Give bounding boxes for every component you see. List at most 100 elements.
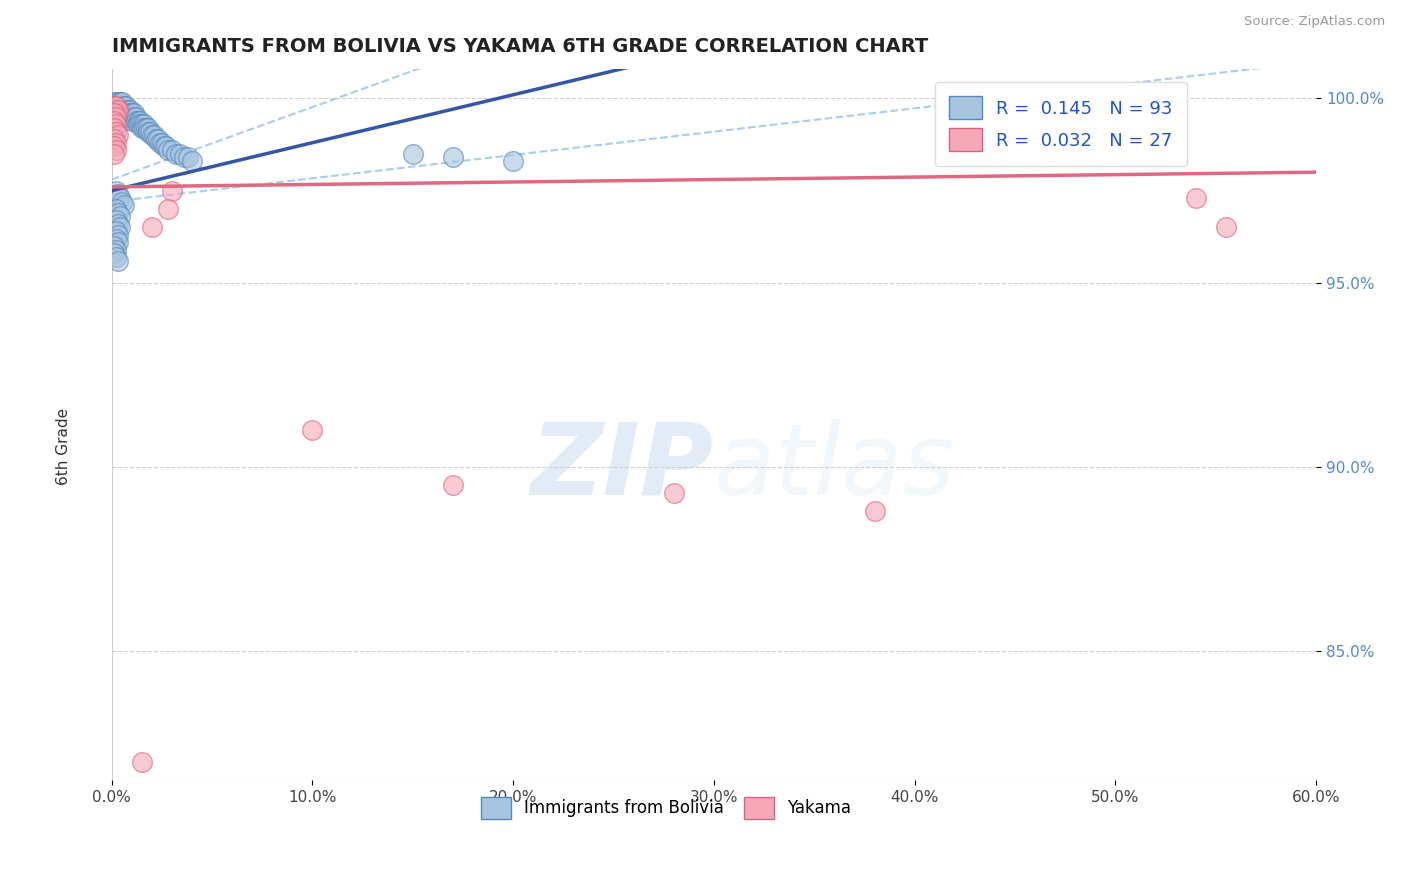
Point (103, 246, 125, 260)
Point (441, 150, 464, 164)
Point (104, 231, 127, 245)
Point (136, 125, 159, 139)
Text: ZIP: ZIP (531, 419, 714, 516)
Text: 6th Grade: 6th Grade (56, 408, 70, 484)
Point (104, 99, 127, 113)
Point (103, 106, 125, 120)
Point (103, 103, 125, 117)
Point (165, 146, 187, 161)
Point (103, 99, 125, 113)
Point (662, 485, 685, 500)
Point (117, 110, 139, 124)
Point (128, 117, 150, 131)
Point (104, 106, 127, 120)
Point (107, 227, 129, 242)
Point (125, 110, 148, 124)
Point (104, 125, 127, 139)
Point (149, 136, 172, 150)
Point (160, 143, 183, 157)
Point (108, 103, 131, 117)
Text: Source: ZipAtlas.com: Source: ZipAtlas.com (1244, 15, 1385, 28)
Point (112, 103, 135, 117)
Point (118, 110, 141, 124)
Point (155, 139, 177, 153)
Point (121, 106, 143, 120)
Point (111, 99, 134, 113)
Point (104, 202, 127, 216)
Point (122, 110, 145, 124)
Point (131, 120, 153, 135)
Point (104, 106, 127, 120)
Text: IMMIGRANTS FROM BOLIVIA VS YAKAMA 6TH GRADE CORRELATION CHART: IMMIGRANTS FROM BOLIVIA VS YAKAMA 6TH GR… (111, 37, 928, 56)
Point (107, 235, 129, 250)
Point (117, 103, 139, 117)
Point (121, 113, 143, 128)
Point (127, 117, 149, 131)
Point (104, 103, 127, 117)
Point (112, 198, 135, 212)
Legend: Immigrants from Bolivia, Yakama: Immigrants from Bolivia, Yakama (474, 790, 858, 825)
Point (127, 113, 149, 128)
Point (111, 110, 134, 124)
Point (108, 99, 131, 113)
Point (103, 139, 125, 153)
Point (156, 202, 179, 216)
Point (107, 187, 129, 202)
Point (111, 95, 134, 110)
Point (114, 103, 136, 117)
Point (131, 755, 153, 769)
Point (114, 110, 136, 124)
Point (104, 99, 127, 113)
Point (141, 128, 163, 143)
Point (103, 120, 125, 135)
Point (111, 103, 134, 117)
Point (104, 250, 127, 264)
Point (107, 128, 129, 143)
Point (103, 99, 125, 113)
Point (104, 143, 127, 157)
Point (111, 113, 134, 128)
Point (131, 117, 153, 131)
Point (103, 132, 125, 146)
Point (141, 220, 163, 235)
Point (108, 210, 131, 224)
Point (103, 95, 125, 110)
Point (107, 205, 129, 219)
Point (103, 146, 125, 161)
Point (104, 213, 127, 227)
Point (146, 132, 169, 146)
Point (122, 106, 145, 120)
Point (160, 184, 183, 198)
Point (107, 253, 129, 268)
Point (104, 224, 127, 238)
Point (107, 99, 129, 113)
Point (301, 423, 323, 437)
Point (863, 504, 886, 518)
Point (402, 146, 425, 161)
Point (104, 95, 127, 110)
Point (103, 113, 125, 128)
Point (125, 113, 148, 128)
Point (111, 194, 134, 209)
Point (1215, 220, 1237, 235)
Point (114, 99, 136, 113)
Point (177, 150, 200, 164)
Point (502, 154, 524, 169)
Text: atlas: atlas (714, 419, 956, 516)
Point (135, 120, 157, 135)
Point (107, 103, 129, 117)
Point (104, 117, 127, 131)
Point (108, 106, 131, 120)
Point (108, 110, 131, 124)
Point (108, 191, 131, 205)
Point (153, 139, 176, 153)
Point (1184, 191, 1206, 205)
Point (104, 243, 127, 257)
Point (156, 143, 179, 157)
Point (108, 220, 131, 235)
Point (114, 106, 136, 120)
Point (112, 110, 135, 124)
Point (150, 136, 173, 150)
Point (107, 217, 129, 231)
Point (112, 106, 135, 120)
